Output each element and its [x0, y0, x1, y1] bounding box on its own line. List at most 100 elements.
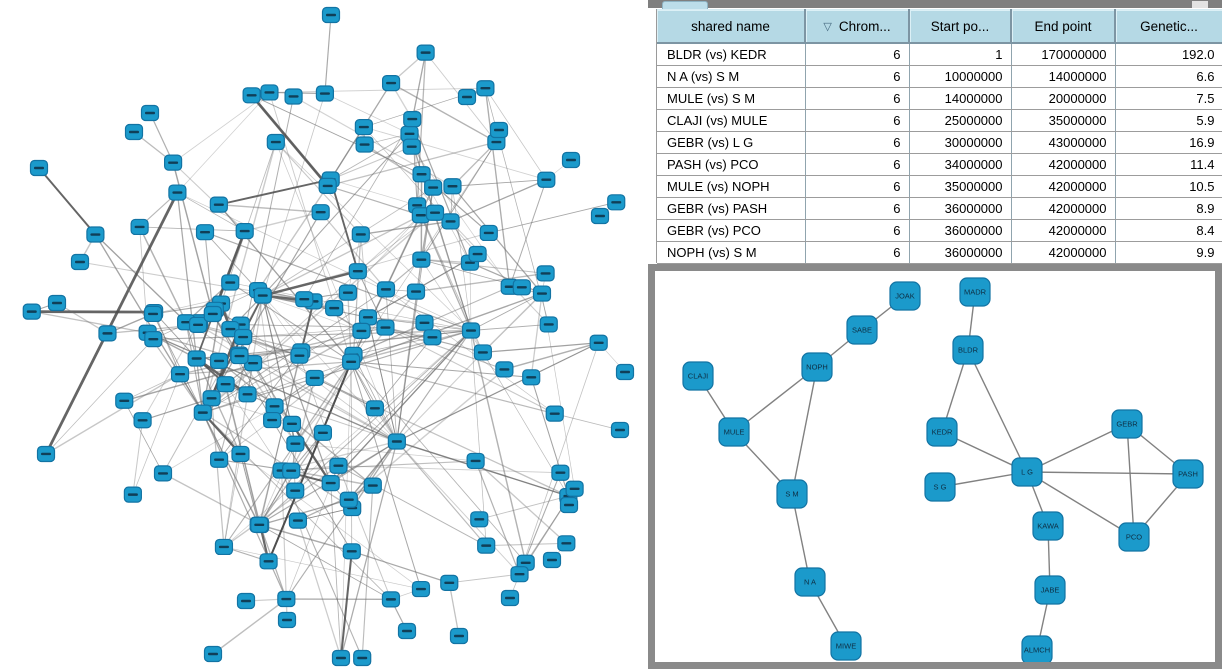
- network-node-MULE[interactable]: [718, 417, 750, 447]
- column-header-4[interactable]: Genetic...: [1115, 9, 1222, 44]
- cell-value[interactable]: 42000000: [1011, 241, 1116, 264]
- table-row[interactable]: GEBR (vs) PCO 6 36000000 42000000 8.4: [657, 219, 1222, 242]
- cell-value[interactable]: 6: [805, 197, 910, 220]
- hairball-node-label: [357, 656, 368, 660]
- network-edge-BLDR-L G[interactable]: [967, 349, 1028, 473]
- cell-value[interactable]: 7.5: [1115, 87, 1222, 110]
- table-row[interactable]: CLAJI (vs) MULE 6 25000000 35000000 5.9: [657, 109, 1222, 132]
- cell-value[interactable]: 43000000: [1011, 131, 1116, 154]
- network-node-PCO[interactable]: [1118, 522, 1150, 552]
- network-node-L G[interactable]: [1011, 457, 1043, 487]
- cell-value[interactable]: 42000000: [1011, 219, 1116, 242]
- network-node-MIWE[interactable]: [830, 631, 862, 661]
- cell-shared-name[interactable]: GEBR (vs) PCO: [657, 219, 806, 242]
- hairball-edge: [281, 440, 398, 472]
- cell-value[interactable]: 14000000: [909, 87, 1012, 110]
- table-row[interactable]: GEBR (vs) L G 6 30000000 43000000 16.9: [657, 131, 1222, 154]
- column-header-0[interactable]: shared name: [657, 9, 806, 44]
- network-node-KAWA[interactable]: [1032, 511, 1064, 541]
- cell-value[interactable]: 6.6: [1115, 65, 1222, 88]
- network-edge-S M-N A[interactable]: [791, 493, 811, 583]
- column-header-1[interactable]: ▽ Chrom...: [805, 9, 910, 44]
- cell-value[interactable]: 192.0: [1115, 43, 1222, 66]
- network-node-ALMCH[interactable]: [1021, 635, 1053, 662]
- cell-value[interactable]: 20000000: [1011, 87, 1116, 110]
- network-edge-L G-PASH[interactable]: [1026, 471, 1189, 475]
- network-node-S G[interactable]: [924, 472, 956, 502]
- network-node-MADR[interactable]: [959, 277, 991, 307]
- cell-value[interactable]: 6: [805, 43, 910, 66]
- cell-value[interactable]: 36000000: [909, 241, 1012, 264]
- hairball-edge: [250, 94, 329, 187]
- cell-value[interactable]: 8.9: [1115, 197, 1222, 220]
- table-row[interactable]: MULE (vs) S M 6 14000000 20000000 7.5: [657, 87, 1222, 110]
- cell-value[interactable]: 6: [805, 175, 910, 198]
- network-edge-L G-GEBR[interactable]: [1026, 423, 1128, 473]
- cell-value[interactable]: 35000000: [1011, 109, 1116, 132]
- network-edge-L G-PCO[interactable]: [1026, 471, 1135, 538]
- cell-value[interactable]: 6: [805, 241, 910, 264]
- cell-shared-name[interactable]: CLAJI (vs) MULE: [657, 109, 806, 132]
- network-node-PASH[interactable]: [1172, 459, 1204, 489]
- cell-shared-name[interactable]: N A (vs) S M: [657, 65, 806, 88]
- cell-value[interactable]: 6: [805, 131, 910, 154]
- main-network-canvas[interactable]: [0, 0, 648, 669]
- network-node-N A[interactable]: [794, 567, 826, 597]
- table-row[interactable]: N A (vs) S M 6 10000000 14000000 6.6: [657, 65, 1222, 88]
- cell-value[interactable]: 6: [805, 87, 910, 110]
- cell-shared-name[interactable]: BLDR (vs) KEDR: [657, 43, 806, 66]
- cell-value[interactable]: 9.9: [1115, 241, 1222, 264]
- cell-value[interactable]: 6: [805, 153, 910, 176]
- cell-shared-name[interactable]: MULE (vs) S M: [657, 87, 806, 110]
- sub-network-view[interactable]: JOAK MADR SABE BLDR NOPH CLAJI MULE KEDR GEBR L G…: [655, 271, 1215, 662]
- cell-value[interactable]: 42000000: [1011, 197, 1116, 220]
- cell-value[interactable]: 42000000: [1011, 153, 1116, 176]
- cell-value[interactable]: 36000000: [909, 197, 1012, 220]
- column-header-3[interactable]: End point: [1011, 9, 1116, 44]
- network-node-CLAJI[interactable]: [682, 361, 714, 391]
- sub-network-canvas[interactable]: JOAK MADR SABE BLDR NOPH CLAJI MULE KEDR GEBR L G…: [655, 271, 1215, 662]
- cell-value[interactable]: 10000000: [909, 65, 1012, 88]
- cell-value[interactable]: 16.9: [1115, 131, 1222, 154]
- cell-value[interactable]: 6: [805, 109, 910, 132]
- network-node-BLDR[interactable]: [952, 335, 984, 365]
- cell-value[interactable]: 6: [805, 65, 910, 88]
- cell-value[interactable]: 6: [805, 219, 910, 242]
- table-row[interactable]: BLDR (vs) KEDR 6 1 170000000 192.0: [657, 43, 1222, 66]
- hairball-edge: [291, 423, 332, 484]
- table-row[interactable]: MULE (vs) NOPH 6 35000000 42000000 10.5: [657, 175, 1222, 198]
- cell-shared-name[interactable]: NOPH (vs) S M: [657, 241, 806, 264]
- cell-shared-name[interactable]: GEBR (vs) PASH: [657, 197, 806, 220]
- cell-value[interactable]: 42000000: [1011, 175, 1116, 198]
- cell-value[interactable]: 14000000: [1011, 65, 1116, 88]
- cell-value[interactable]: 34000000: [909, 153, 1012, 176]
- table-row[interactable]: PASH (vs) PCO 6 34000000 42000000 11.4: [657, 153, 1222, 176]
- network-edge-NOPH-S M[interactable]: [791, 366, 818, 495]
- cell-value[interactable]: 10.5: [1115, 175, 1222, 198]
- cell-shared-name[interactable]: MULE (vs) NOPH: [657, 175, 806, 198]
- network-node-JOAK[interactable]: [889, 281, 921, 311]
- cell-value[interactable]: 30000000: [909, 131, 1012, 154]
- table-row[interactable]: GEBR (vs) PASH 6 36000000 42000000 8.9: [657, 197, 1222, 220]
- network-node-NOPH[interactable]: [801, 352, 833, 382]
- cell-shared-name[interactable]: PASH (vs) PCO: [657, 153, 806, 176]
- network-node-GEBR[interactable]: [1111, 409, 1143, 439]
- network-node-KEDR[interactable]: [926, 417, 958, 447]
- table-row[interactable]: NOPH (vs) S M 6 36000000 42000000 9.9: [657, 241, 1222, 264]
- cell-shared-name[interactable]: GEBR (vs) L G: [657, 131, 806, 154]
- cell-value[interactable]: 25000000: [909, 109, 1012, 132]
- cell-value[interactable]: 36000000: [909, 219, 1012, 242]
- network-node-JABE[interactable]: [1034, 575, 1066, 605]
- network-node-S M[interactable]: [776, 479, 808, 509]
- network-node-SABE[interactable]: [846, 315, 878, 345]
- filter-icon[interactable]: ▽: [823, 20, 832, 33]
- cell-value[interactable]: 170000000: [1011, 43, 1116, 66]
- network-edge-GEBR-PCO[interactable]: [1126, 423, 1135, 538]
- cell-value[interactable]: 5.9: [1115, 109, 1222, 132]
- cell-value[interactable]: 11.4: [1115, 153, 1222, 176]
- cell-value[interactable]: 8.4: [1115, 219, 1222, 242]
- cell-value[interactable]: 1: [909, 43, 1012, 66]
- cell-value[interactable]: 35000000: [909, 175, 1012, 198]
- column-header-2[interactable]: Start po...: [909, 9, 1012, 44]
- main-network-panel[interactable]: [0, 0, 648, 669]
